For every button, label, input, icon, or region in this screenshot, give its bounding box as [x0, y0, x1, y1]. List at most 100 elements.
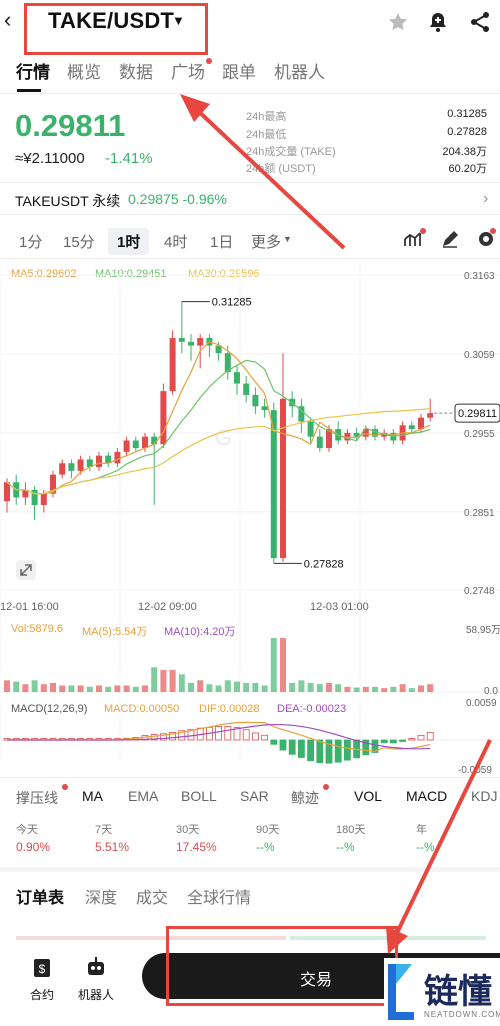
stat-low-label: 24h最低 [246, 129, 287, 141]
stat-volume-value: 204.38万 [442, 146, 487, 158]
draw-pencil-icon[interactable] [440, 229, 460, 249]
tab-trades[interactable]: 成交 [136, 890, 169, 907]
bell-add-icon[interactable] [426, 10, 450, 34]
macd-value: MACD:0.00050 [104, 703, 180, 715]
indicator-ma[interactable]: MA [82, 788, 103, 804]
notification-dot [420, 228, 426, 234]
candle [160, 391, 167, 445]
tab-data[interactable]: 数据 [119, 63, 153, 82]
candle [353, 432, 360, 437]
macd-histogram-bar [215, 726, 223, 741]
volume-bar [178, 674, 185, 692]
brand-domain: NEATDOWN.COM [424, 1010, 500, 1019]
macd-histogram-bar [150, 734, 158, 741]
timeframe-1m[interactable]: 1分 [19, 234, 43, 251]
volume-bar [399, 684, 406, 692]
macd-histogram-bar [270, 739, 278, 745]
candle [197, 338, 204, 346]
timeframe-15m[interactable]: 15分 [63, 234, 95, 251]
dea-value: DEA:-0.00023 [277, 703, 347, 715]
volume-bar [289, 682, 296, 692]
pair-title[interactable]: TAKE/USDT [48, 8, 175, 33]
macd-histogram-bar [408, 738, 416, 741]
brand-name: 链懂 [424, 973, 492, 1011]
indicator-icon[interactable] [403, 229, 423, 249]
stat-high-value: 0.31285 [447, 108, 487, 120]
perf-90d-value: --% [256, 840, 275, 854]
robot-label[interactable]: 机器人 [78, 988, 115, 1002]
perp-name[interactable]: TAKEUSDT 永续 [15, 193, 121, 209]
macd-histogram-bar [187, 729, 195, 741]
volume-bar [307, 682, 314, 692]
chevron-right-icon[interactable]: › [483, 190, 489, 207]
last-price-label: 0.29811 [458, 408, 497, 420]
robot-icon[interactable] [85, 956, 107, 978]
tab-robot[interactable]: 机器人 [274, 63, 325, 82]
tab-orderbook[interactable]: 订单表 [16, 890, 65, 907]
macd-histogram-bar [334, 739, 342, 763]
candle [280, 398, 286, 559]
more-caret-icon[interactable]: ▼ [283, 234, 292, 244]
stat-high-label: 24h最高 [246, 111, 287, 123]
brand-watermark: 链懂 NEATDOWN.COM [384, 958, 500, 1026]
indicator-kdj[interactable]: KDJ [471, 788, 498, 804]
tab-depth[interactable]: 深度 [85, 890, 118, 907]
contract-label[interactable]: 合约 [30, 988, 55, 1002]
indicator-support[interactable]: 撑压线 [16, 790, 58, 806]
indicator-vol[interactable]: VOL [354, 788, 383, 804]
indicator-ema[interactable]: EMA [128, 788, 159, 804]
settings-gear-icon[interactable] [476, 229, 496, 249]
candle [234, 372, 240, 384]
timeframe-4h[interactable]: 4时 [164, 234, 188, 251]
indicator-boll[interactable]: BOLL [181, 788, 217, 804]
contract-icon[interactable]: $ [33, 958, 51, 978]
candlestick-chart[interactable]: G 0.3163 0.3059 0.2955 0.2851 0.2748 12-01 1… [0, 260, 500, 780]
tab-market[interactable]: 行情 [16, 63, 50, 82]
buy-ratio-bar [16, 936, 286, 940]
volume-bar [169, 669, 176, 692]
timeframe-1d[interactable]: 1日 [210, 234, 234, 251]
volume-bar [50, 682, 56, 692]
candle [68, 463, 75, 471]
stat-amount-value: 60.20万 [448, 163, 487, 175]
volume-bar [335, 684, 342, 692]
stat-amount-label: 24h额 (USDT) [246, 163, 316, 175]
candle [344, 432, 351, 441]
tab-square[interactable]: 广场 [171, 63, 205, 82]
macd-histogram-bar [380, 739, 388, 744]
indicator-macd[interactable]: MACD [406, 788, 448, 804]
indicator-whale[interactable]: 鲸迹 [291, 790, 319, 806]
candle [123, 440, 130, 452]
tab-global-market[interactable]: 全球行情 [187, 890, 252, 907]
last-price-tag [454, 403, 500, 423]
macd-histogram-bar [169, 732, 177, 741]
annotation-box-pair [24, 3, 208, 55]
dif-value: DIF:0.00028 [199, 703, 260, 715]
stat-low-value: 0.27828 [447, 126, 487, 138]
volume-bar [353, 687, 360, 692]
candle [40, 493, 47, 505]
dea-line [7, 723, 431, 750]
star-icon[interactable] [386, 10, 410, 34]
macd-histogram-bar [389, 739, 397, 744]
tab-copytrade[interactable]: 跟单 [222, 63, 256, 82]
fullscreen-icon [16, 560, 36, 580]
share-icon[interactable] [468, 10, 492, 34]
volume-bar [132, 686, 139, 692]
macd-histogram-bar [279, 739, 287, 751]
volume-bar [326, 682, 332, 692]
volume-bar [408, 688, 415, 692]
active-tab-indicator [17, 89, 41, 92]
back-arrow-icon[interactable]: ‹ [4, 7, 12, 32]
timeframe-1h[interactable]: 1时 [108, 228, 150, 255]
caret-down-icon[interactable]: ▼ [172, 13, 185, 28]
indicator-sar[interactable]: SAR [240, 788, 269, 804]
stat-volume-label: 24h成交量 (TAKE) [246, 146, 336, 158]
trade-button-label[interactable]: 交易 [300, 972, 333, 989]
low-marker-label: 0.27828 [304, 558, 344, 570]
macd-histogram-bar [297, 739, 305, 758]
tab-overview[interactable]: 概览 [67, 63, 101, 82]
volume-axis-max: 58.95万 [466, 625, 500, 636]
candle [188, 341, 194, 346]
timeframe-more[interactable]: 更多 [251, 234, 282, 251]
